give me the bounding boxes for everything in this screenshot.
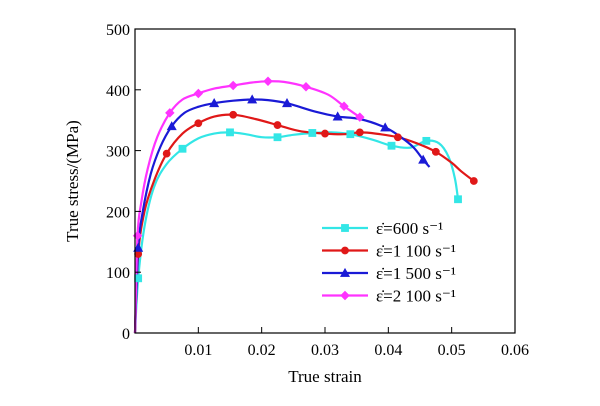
- data-point: [178, 144, 187, 153]
- data-point: [281, 98, 293, 108]
- data-point: [165, 108, 175, 118]
- data-point: [273, 121, 282, 129]
- y-tick-label: 200: [106, 204, 130, 221]
- data-point: [346, 130, 355, 139]
- data-point: [166, 121, 177, 131]
- x-axis-ticks: 0.01 0.02 0.03 0.04 0.05 0.06: [184, 327, 529, 359]
- data-point: [332, 111, 343, 121]
- data-point: [229, 110, 238, 119]
- data-point: [209, 98, 220, 108]
- y-axis-ticks: 0 100 200 300 400 500: [106, 22, 141, 343]
- x-tick-label: 0.01: [184, 342, 212, 359]
- x-tick-label: 0.02: [248, 342, 276, 359]
- x-tick-label: 0.04: [374, 342, 402, 359]
- data-point: [194, 119, 203, 128]
- data-point: [387, 141, 396, 150]
- data-point: [193, 88, 204, 99]
- data-point: [380, 122, 391, 132]
- data-point: [134, 274, 143, 283]
- y-tick-label: 300: [106, 144, 130, 161]
- legend-marker: [339, 267, 351, 277]
- legend-marker: [341, 246, 349, 255]
- x-tick-label: 0.03: [311, 342, 339, 359]
- legend-label: ε̇=1 500 s⁻¹: [376, 264, 456, 283]
- y-axis-label: True stress/(MPa): [63, 120, 82, 242]
- series-line: [133, 80, 361, 334]
- plot-frame: [134, 28, 516, 334]
- series-line: [133, 113, 475, 334]
- data-point: [133, 242, 144, 252]
- legend: ε̇=600 s⁻¹ ε̇=1 100 s⁻¹ ε̇=1 500 s⁻¹ ε̇=2 1…: [322, 219, 456, 306]
- legend-label: ε̇=2 100 s⁻¹: [376, 287, 456, 306]
- x-tick-label: 0.05: [438, 342, 466, 359]
- data-point: [228, 80, 238, 91]
- data-point: [418, 154, 429, 164]
- data-point: [263, 76, 273, 87]
- data-point: [339, 101, 349, 111]
- legend-marker: [341, 224, 349, 232]
- x-axis-label: True strain: [288, 367, 362, 386]
- data-point: [454, 195, 462, 204]
- data-point: [273, 133, 282, 142]
- data-point: [355, 112, 365, 122]
- series-markers: [132, 76, 478, 283]
- y-tick-label: 400: [106, 83, 130, 100]
- data-point: [355, 128, 364, 137]
- y-tick-label: 100: [106, 265, 130, 282]
- y-tick-label: 500: [106, 22, 130, 39]
- data-point: [469, 177, 478, 185]
- data-point: [393, 133, 402, 142]
- legend-label: ε̇=1 100 s⁻¹: [376, 242, 456, 261]
- legend-label: ε̇=600 s⁻¹: [376, 219, 443, 238]
- data-point: [162, 149, 171, 158]
- data-point: [422, 136, 431, 145]
- data-point: [308, 129, 317, 137]
- data-point: [226, 128, 234, 137]
- legend-marker: [340, 290, 350, 301]
- data-point: [321, 129, 329, 138]
- x-tick-label: 0.06: [501, 342, 529, 359]
- data-point: [301, 82, 311, 92]
- y-tick-label: 0: [122, 326, 130, 343]
- data-point: [247, 94, 258, 104]
- data-point: [431, 147, 440, 156]
